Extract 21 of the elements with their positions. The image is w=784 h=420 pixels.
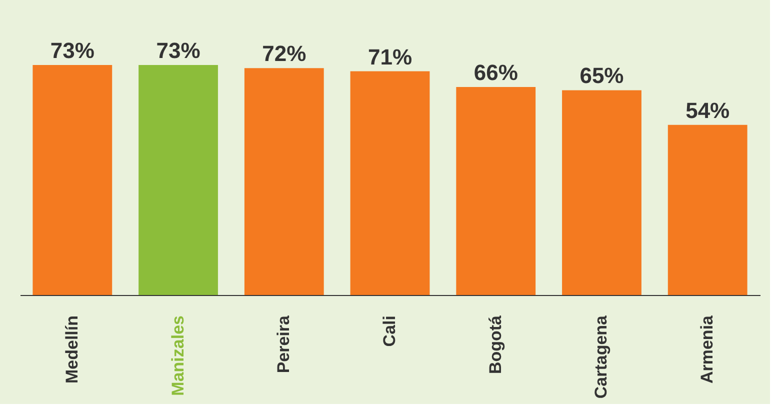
data-label: 72% bbox=[262, 41, 306, 66]
data-label: 73% bbox=[156, 38, 200, 63]
bar bbox=[138, 65, 218, 295]
x-tick-label: Pereira bbox=[274, 314, 294, 374]
bar bbox=[668, 124, 748, 295]
bar bbox=[350, 71, 430, 295]
data-label: 73% bbox=[50, 38, 94, 63]
bar bbox=[244, 68, 324, 295]
x-tick-label: Armenia bbox=[698, 314, 717, 384]
data-label: 65% bbox=[580, 63, 624, 88]
x-tick-label: Cali bbox=[380, 316, 399, 347]
data-label: 54% bbox=[686, 98, 730, 123]
bar bbox=[456, 87, 536, 295]
x-tick-label: Manizales bbox=[168, 316, 188, 396]
bar bbox=[562, 90, 642, 295]
x-tick-label: Medellín bbox=[62, 316, 82, 384]
data-label: 71% bbox=[368, 44, 412, 70]
x-tick-label: Bogotá bbox=[486, 314, 505, 374]
data-label: 66% bbox=[474, 60, 518, 86]
x-tick-label: Cartagena bbox=[592, 314, 611, 399]
bar bbox=[32, 65, 112, 295]
